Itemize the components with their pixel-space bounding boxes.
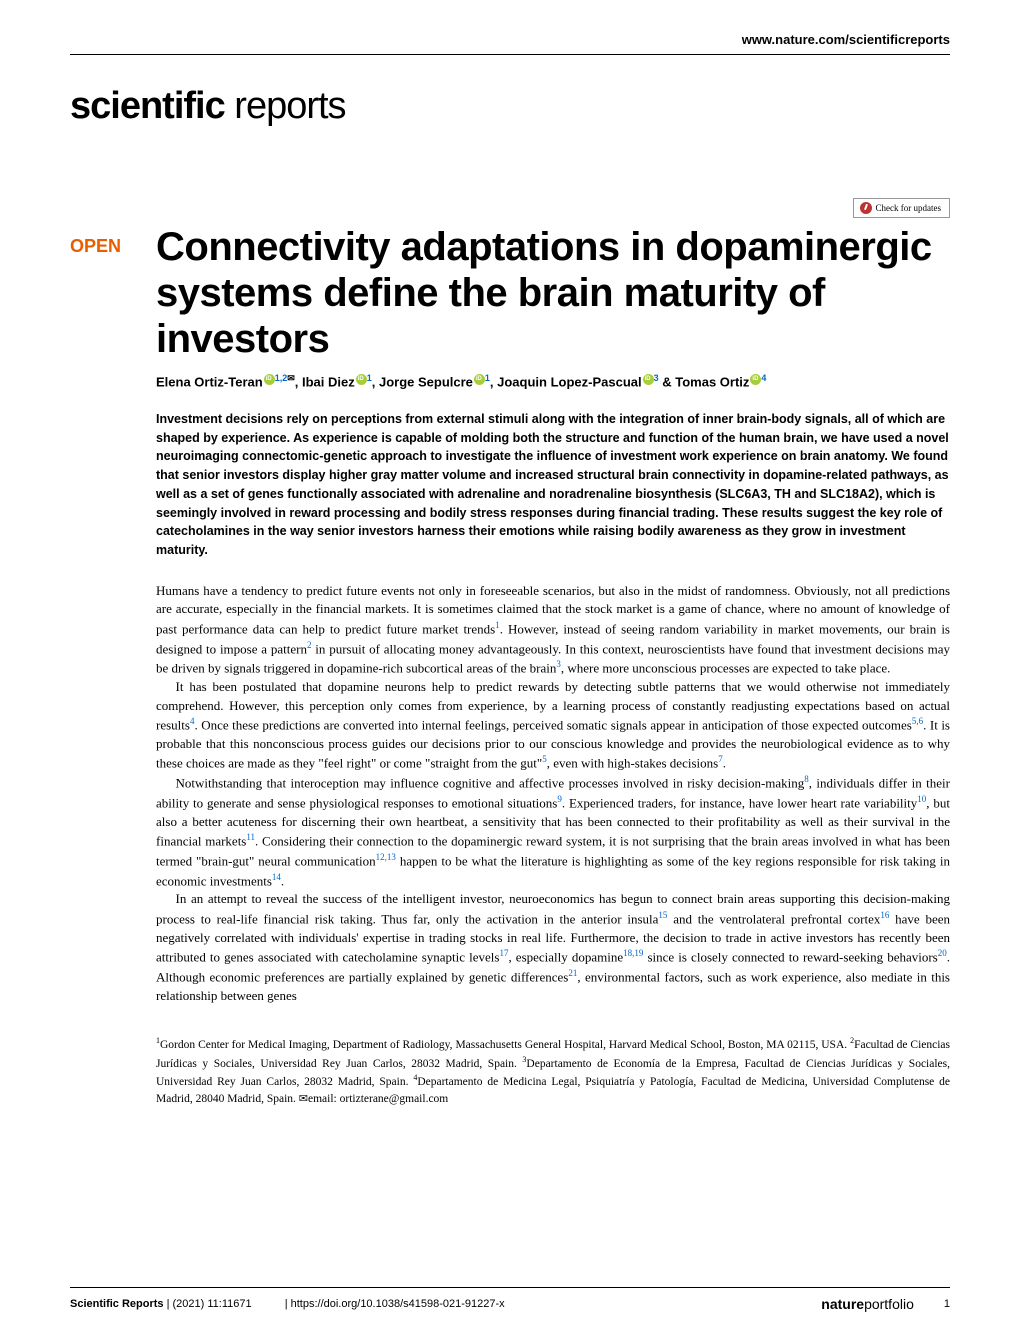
check-updates-button[interactable]: Check for updates	[853, 198, 950, 218]
footer-doi[interactable]: | https://doi.org/10.1038/s41598-021-912…	[285, 1298, 505, 1310]
corr-envelope-icon: ✉	[299, 1093, 308, 1105]
title-block: Connectivity adaptations in dopaminergic…	[156, 224, 950, 1108]
page-footer: Scientific Reports | (2021) 11:11671 | h…	[70, 1287, 950, 1312]
author-4[interactable]: , Joaquin Lopez-Pascual	[490, 374, 642, 389]
author-amp: &	[659, 374, 676, 389]
check-updates-label: Check for updates	[876, 203, 941, 213]
article-title: Connectivity adaptations in dopaminergic…	[156, 224, 950, 362]
paragraph-3: Notwithstanding that interoception may i…	[156, 773, 950, 890]
journal-logo: scientific reports	[70, 85, 346, 128]
footer-citation: Scientific Reports | (2021) 11:11671 | h…	[70, 1298, 505, 1310]
article-content: OPEN Connectivity adaptations in dopamin…	[70, 224, 950, 1108]
ref-link[interactable]: 11	[246, 832, 255, 842]
footer-journal: Scientific Reports	[70, 1298, 164, 1310]
ref-link[interactable]: 16	[880, 910, 889, 920]
author-5[interactable]: Tomas Ortiz	[675, 374, 749, 389]
page-number: 1	[944, 1298, 950, 1310]
ref-link[interactable]: 21	[568, 968, 577, 978]
crossmark-icon	[860, 202, 872, 214]
corresponding-icon: ✉	[287, 373, 295, 383]
author-1[interactable]: Elena Ortiz-Teran	[156, 374, 263, 389]
paragraph-4: In an attempt to reveal the success of t…	[156, 890, 950, 1005]
orcid-icon[interactable]	[750, 374, 761, 385]
footer-citation-text: (2021) 11:11671	[173, 1298, 252, 1310]
author-2[interactable]: , Ibai Diez	[295, 374, 355, 389]
header-url[interactable]: www.nature.com/scientificreports	[742, 32, 950, 47]
orcid-icon[interactable]	[643, 374, 654, 385]
ref-link[interactable]: 20	[938, 948, 947, 958]
orcid-icon[interactable]	[356, 374, 367, 385]
ref-link[interactable]: 14	[272, 872, 281, 882]
author-3[interactable]: , Jorge Sepulcre	[372, 374, 473, 389]
nature-portfolio-logo: natureportfolio	[821, 1296, 914, 1312]
paragraph-2: It has been postulated that dopamine neu…	[156, 678, 950, 773]
body-text: Humans have a tendency to predict future…	[156, 582, 950, 1005]
orcid-icon[interactable]	[474, 374, 485, 385]
authors-list: Elena Ortiz-Teran1,2✉, Ibai Diez1, Jorge…	[156, 372, 950, 392]
footer-right: natureportfolio 1	[821, 1296, 950, 1312]
orcid-icon[interactable]	[264, 374, 275, 385]
author-1-aff: 1,2	[275, 373, 288, 383]
paragraph-1: Humans have a tendency to predict future…	[156, 582, 950, 678]
ref-link[interactable]: 12,13	[376, 852, 396, 862]
ref-link[interactable]: 10	[917, 794, 926, 804]
corr-email[interactable]: ortizterane@gmail.com	[340, 1093, 449, 1105]
author-5-aff: 4	[761, 373, 766, 383]
ref-link[interactable]: 5,6	[912, 716, 923, 726]
ref-link[interactable]: 18,19	[623, 948, 643, 958]
header-rule	[70, 54, 950, 55]
affiliations: 1Gordon Center for Medical Imaging, Depa…	[156, 1035, 950, 1107]
abstract: Investment decisions rely on perceptions…	[156, 410, 950, 560]
logo-light: reports	[225, 85, 346, 127]
logo-bold: scientific	[70, 85, 225, 127]
open-access-badge: OPEN	[70, 236, 121, 257]
